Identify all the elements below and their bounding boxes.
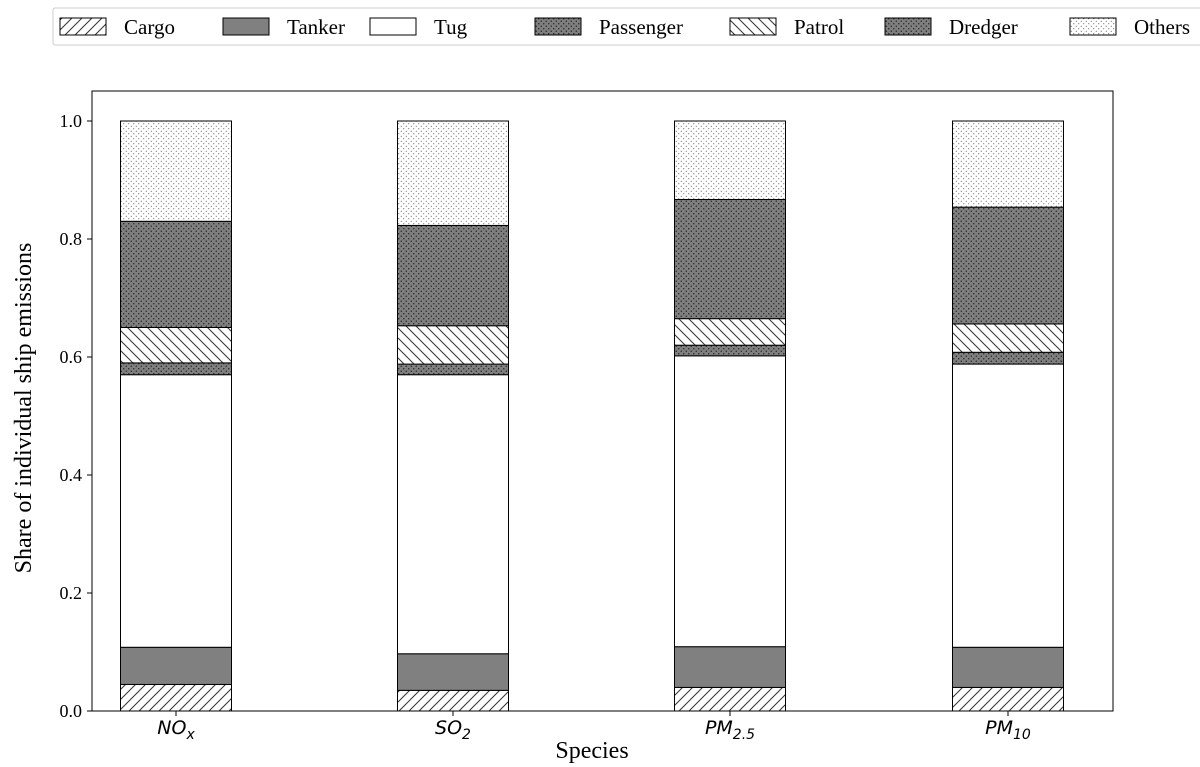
bar-segment-others-nox bbox=[120, 120, 232, 222]
y-axis: 0.0 0.2 0.4 0.6 0.8 1.0 bbox=[60, 111, 92, 721]
y-tick-label: 0.4 bbox=[60, 465, 83, 485]
y-tick-label: 0.6 bbox=[60, 347, 83, 367]
bar-segment-passenger-nox bbox=[120, 362, 232, 376]
bar-segment-dredger-nox bbox=[120, 220, 232, 328]
y-tick-label: 0.0 bbox=[60, 701, 83, 721]
y-tick-label: 0.8 bbox=[60, 229, 83, 249]
bar-segment-tanker-nox bbox=[120, 646, 232, 685]
bar-segment-dredger-pm10 bbox=[952, 206, 1064, 325]
y-tick-label: 1.0 bbox=[60, 111, 83, 131]
legend-swatch-patrol bbox=[729, 17, 777, 36]
x-tick-label: PM10 bbox=[985, 717, 1031, 743]
legend-label-passenger: Passenger bbox=[599, 15, 683, 39]
bar-segment-patrol-so2 bbox=[397, 325, 509, 365]
bar-segment-cargo-pm10 bbox=[952, 686, 1064, 712]
legend-label-patrol: Patrol bbox=[794, 15, 844, 39]
legend-frame bbox=[52, 7, 1200, 46]
legend-label-tanker: Tanker bbox=[287, 15, 345, 39]
y-tick-label: 0.2 bbox=[60, 583, 83, 603]
x-axis-title: Species bbox=[555, 738, 628, 764]
bar-segment-cargo-pm25 bbox=[674, 686, 786, 712]
bar-segment-dredger-so2 bbox=[397, 224, 509, 327]
x-tick-label: SO2 bbox=[435, 717, 471, 743]
bar-segment-dredger-pm25 bbox=[674, 198, 786, 320]
bar-segment-cargo-nox bbox=[120, 683, 232, 712]
bar-segment-tanker-pm10 bbox=[952, 646, 1064, 688]
bar-segment-passenger-so2 bbox=[397, 363, 509, 376]
bar-segment-patrol-pm25 bbox=[674, 318, 786, 346]
bar-segment-passenger-pm10 bbox=[952, 351, 1064, 365]
legend-swatch-tanker bbox=[222, 17, 270, 36]
legend-swatch-others bbox=[1069, 17, 1117, 36]
bar-segment-others-so2 bbox=[397, 120, 509, 226]
legend-swatch-passenger bbox=[534, 17, 582, 36]
bars bbox=[120, 120, 1064, 712]
y-axis-title: Share of individual ship emissions bbox=[11, 243, 37, 574]
bar-segment-tug-pm10 bbox=[952, 363, 1064, 648]
x-tick-label: NOx bbox=[157, 717, 195, 743]
legend: Cargo Tanker Tug Passenger Patrol Dredger Othe… bbox=[52, 7, 1200, 46]
legend-swatch-cargo bbox=[59, 17, 107, 36]
legend-label-tug: Tug bbox=[434, 15, 468, 39]
bar-segment-others-pm10 bbox=[952, 120, 1064, 208]
bar-segment-tug-so2 bbox=[397, 374, 509, 655]
bar-segment-passenger-pm25 bbox=[674, 344, 786, 357]
bar-segment-tanker-pm25 bbox=[674, 646, 786, 688]
legend-label-dredger: Dredger bbox=[949, 15, 1018, 39]
bar-segment-tug-nox bbox=[120, 374, 232, 648]
legend-swatch-tug bbox=[369, 17, 417, 36]
x-tick-label: PM2.5 bbox=[705, 717, 755, 743]
bar-segment-others-pm25 bbox=[674, 120, 786, 200]
plot-frame bbox=[91, 90, 1114, 712]
bar-segment-patrol-nox bbox=[120, 327, 232, 364]
bar-segment-tug-pm25 bbox=[674, 355, 786, 648]
legend-label-cargo: Cargo bbox=[124, 15, 175, 39]
legend-swatch-dredger bbox=[884, 17, 932, 36]
legend-label-others: Others bbox=[1134, 15, 1190, 39]
bar-segment-patrol-pm10 bbox=[952, 323, 1064, 353]
bar-segment-tanker-so2 bbox=[397, 653, 509, 691]
bar-segment-cargo-so2 bbox=[397, 689, 509, 712]
